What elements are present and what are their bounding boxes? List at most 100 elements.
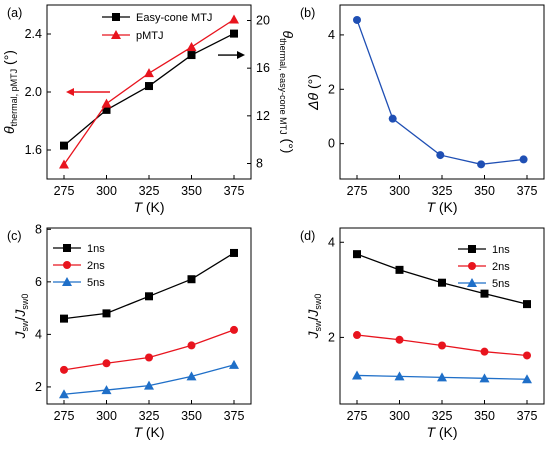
chart-panel-3: (d) 275 300 325 350 375 T (K) 2 4 Jsw/Jsw0 1ns 2ns 5… bbox=[300, 227, 545, 440]
x-tick-label: 300 bbox=[389, 409, 410, 423]
panel-label: (c) bbox=[7, 229, 22, 243]
data-point bbox=[186, 42, 197, 52]
y-axis-label: Jsw/Jsw0 bbox=[12, 294, 30, 340]
legend-marker bbox=[111, 30, 121, 39]
x-tick-label: 325 bbox=[139, 409, 160, 423]
arrow-left-head bbox=[66, 88, 74, 96]
y-tick-label: 1.6 bbox=[25, 143, 42, 157]
data-point bbox=[479, 373, 490, 383]
legend-label: 2ns bbox=[492, 261, 510, 273]
data-point bbox=[438, 278, 446, 287]
data-point bbox=[352, 370, 362, 380]
data-point bbox=[353, 15, 361, 24]
plot-frame bbox=[46, 227, 252, 405]
data-point bbox=[519, 155, 528, 164]
data-point bbox=[187, 51, 196, 60]
data-point bbox=[102, 359, 111, 368]
data-point bbox=[230, 325, 238, 334]
data-point bbox=[394, 371, 405, 381]
data-point bbox=[60, 141, 68, 150]
legend-label: pMTJ bbox=[136, 30, 164, 42]
y-right-tick-label: 20 bbox=[256, 13, 270, 27]
panel-label: (b) bbox=[300, 6, 315, 20]
data-point bbox=[395, 335, 404, 344]
y-tick-label: 4 bbox=[328, 235, 335, 249]
x-tick-label: 350 bbox=[181, 409, 202, 423]
y-tick-label: 0 bbox=[328, 137, 335, 151]
y-tick-label: 6 bbox=[35, 275, 42, 289]
x-tick-label: 350 bbox=[474, 184, 495, 198]
x-tick-label: 375 bbox=[224, 184, 245, 198]
legend-label: 2ns bbox=[87, 260, 105, 272]
y-tick-label: 2 bbox=[328, 330, 335, 344]
data-point bbox=[395, 265, 404, 274]
data-point bbox=[229, 359, 239, 369]
legend-label: 1ns bbox=[492, 244, 510, 256]
y-axis-label: Δθ (°) bbox=[305, 74, 321, 111]
chart-panel-0: (a) 275 300 325 350 375 T (K) 1.6 2.0 2.4 8 12 16 20 θ… bbox=[1, 4, 296, 215]
y-tick-label: 2 bbox=[35, 380, 42, 394]
data-point bbox=[145, 292, 153, 301]
y-right-tick-label: 16 bbox=[256, 61, 270, 75]
data-point bbox=[101, 385, 112, 395]
data-point bbox=[523, 300, 531, 309]
x-tick-label: 375 bbox=[224, 409, 245, 423]
legend-label: Easy-cone MTJ bbox=[136, 12, 212, 24]
legend-label: 1ns bbox=[87, 243, 105, 255]
y-right-tick-label: 12 bbox=[256, 109, 270, 123]
x-tick-label: 275 bbox=[347, 184, 368, 198]
panel-label: (a) bbox=[7, 6, 22, 20]
data-point bbox=[101, 98, 112, 108]
data-point bbox=[353, 331, 361, 340]
x-tick-label: 375 bbox=[517, 409, 538, 423]
data-point bbox=[144, 380, 154, 390]
y-axis-label-right: θthermal, easy-cone MTJ (°) bbox=[278, 31, 296, 154]
x-tick-label: 300 bbox=[96, 409, 117, 423]
y-tick-label: 2.4 bbox=[25, 27, 42, 41]
x-tick-label: 300 bbox=[96, 184, 117, 198]
data-point bbox=[187, 341, 196, 350]
data-point bbox=[145, 353, 153, 362]
data-point bbox=[144, 68, 154, 78]
y-tick-label: 2.0 bbox=[25, 85, 42, 99]
data-point bbox=[477, 160, 486, 169]
x-tick-label: 275 bbox=[54, 184, 75, 198]
data-point bbox=[437, 372, 447, 382]
data-point bbox=[145, 82, 153, 91]
data-point bbox=[230, 29, 238, 38]
data-point bbox=[60, 314, 68, 323]
x-tick-label: 350 bbox=[181, 184, 202, 198]
x-tick-label: 325 bbox=[139, 184, 160, 198]
y-tick-label: 4 bbox=[328, 28, 335, 42]
data-point bbox=[436, 151, 445, 160]
y-tick-label: 2 bbox=[328, 82, 335, 96]
data-point bbox=[522, 374, 532, 384]
panel-label: (d) bbox=[300, 229, 315, 243]
data-point bbox=[480, 289, 489, 298]
data-point bbox=[102, 105, 111, 114]
x-axis-label: T (K) bbox=[133, 199, 164, 215]
data-point bbox=[187, 275, 196, 284]
data-point bbox=[523, 351, 531, 360]
y-tick-label: 4 bbox=[35, 327, 42, 341]
x-tick-label: 275 bbox=[54, 409, 75, 423]
x-axis-label: T (K) bbox=[426, 199, 457, 215]
x-axis-label: T (K) bbox=[426, 424, 457, 440]
data-point bbox=[230, 248, 238, 257]
data-point bbox=[59, 159, 69, 169]
legend-label: 5ns bbox=[492, 278, 510, 290]
data-point bbox=[59, 389, 69, 399]
y-axis-label: Jsw/Jsw0 bbox=[305, 294, 323, 340]
data-point bbox=[60, 365, 68, 374]
series-line-1 bbox=[63, 329, 235, 371]
legend-marker bbox=[62, 277, 72, 286]
legend-marker bbox=[468, 245, 476, 253]
x-tick-label: 275 bbox=[347, 409, 368, 423]
data-point bbox=[102, 309, 111, 318]
x-tick-label: 350 bbox=[474, 409, 495, 423]
x-axis-label: T (K) bbox=[133, 424, 164, 440]
y-axis-label-left: θthermal, pMTJ (°) bbox=[1, 50, 19, 134]
chart-panel-2: (c) 275 300 325 350 375 T (K) 2 4 6 8 Jsw/Jsw0 1ns 2n… bbox=[7, 222, 252, 440]
x-tick-label: 300 bbox=[389, 184, 410, 198]
arrow-right-head bbox=[237, 51, 245, 60]
